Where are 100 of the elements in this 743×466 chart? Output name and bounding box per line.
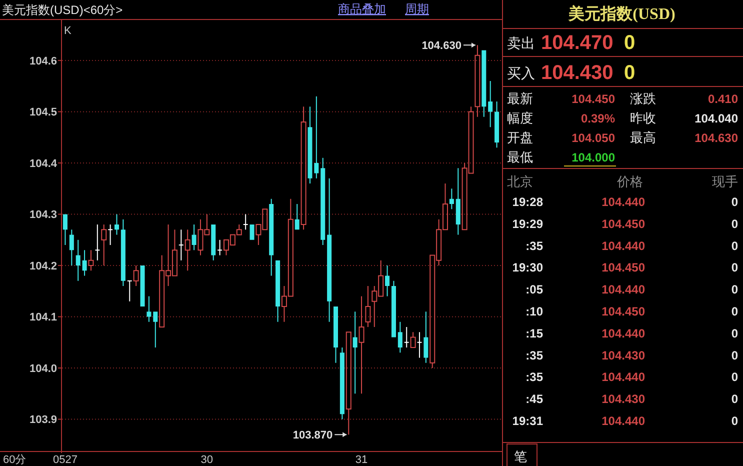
text: 0 [624,32,636,54]
x-tick-label: 31 [355,454,368,466]
text: 现手 [712,174,738,189]
candlestick [211,224,216,260]
text: 笔 [514,449,527,464]
candlestick [126,280,132,302]
candlestick [320,158,326,245]
text: 19:30 [512,260,544,275]
text: 0 [731,195,738,209]
candlestick [69,230,74,266]
candlestick [184,229,190,272]
text: 104.440 [602,195,646,209]
candlestick [474,44,480,118]
text: 19:28 [512,195,544,209]
candlestick [62,214,68,245]
text: 0 [731,260,738,275]
text: 价格 [616,174,643,189]
text: 104.440 [602,326,646,340]
candlestick [365,285,371,328]
candlestick [308,106,312,184]
candlestick [449,188,454,210]
text: 0 [731,216,738,231]
candlestick [76,240,80,281]
text: 19:29 [512,216,544,231]
text: 最低 [507,150,533,164]
y-tick-label: 103.9 [29,414,57,426]
candlestick [276,260,280,322]
candlestick [404,326,410,348]
chart-title: 美元指数(USD)<60分> [2,3,123,17]
x-tick-label: 0527 [52,454,78,466]
text: 卖出 [507,35,535,51]
candlestick [385,265,390,296]
text: :35 [526,238,544,253]
candlestick [114,214,120,235]
candlestick [250,224,254,240]
text: 0 [731,304,738,318]
text: 104.450 [602,304,646,318]
text: 60分 [3,454,26,466]
y-tick-label: 104.3 [29,209,57,222]
text: 北京 [507,174,533,189]
candlestick [88,250,94,272]
text: 104.050 [572,131,616,145]
text: 104.470 [541,32,614,54]
text: 104.440 [602,370,646,384]
text: :10 [526,304,544,318]
text: 开盘 [507,130,533,145]
candlestick [398,322,402,353]
y-tick-label: 104.1 [29,312,57,324]
text: 104.630 [694,131,738,145]
candlestick [178,229,184,261]
candlestick [94,224,100,261]
y-tick-label: 104.5 [29,106,57,119]
candlestick [192,224,196,250]
candlestick [153,312,158,348]
text: :15 [526,326,544,340]
candlestick [300,106,306,230]
text: 104.430 [602,348,646,362]
y-tick-label: 104.6 [29,55,57,68]
candlestick [333,306,338,363]
text: 商品叠加 [338,2,386,16]
text: 0 [731,238,738,253]
text: 0.410 [708,92,738,106]
text: 104.040 [694,112,738,126]
y-tick-label: 104.0 [29,362,57,375]
text: 0 [731,392,738,406]
text: 美元指数(USD) [568,4,676,23]
candlestick [140,265,145,306]
text: 0 [731,326,738,340]
text: :45 [526,392,544,406]
candlestick [294,204,300,230]
candlestick [242,214,248,230]
x-tick-label: 30 [200,454,214,466]
text: 104.440 [602,414,646,428]
text: 104.440 [602,238,646,253]
text: 最高 [630,130,656,145]
candlestick [482,50,486,117]
candlestick [416,332,422,358]
candlestick [352,312,358,394]
text: 0 [731,348,738,362]
candlestick [314,96,319,178]
candlestick [269,198,274,276]
annotation: 103.870 [292,430,333,442]
text: 0.39% [580,112,616,126]
text: 104.450 [572,92,616,106]
text: 104.450 [602,260,646,275]
text: 买入 [507,65,535,81]
candlestick [120,219,126,286]
candlestick [108,224,114,246]
candlestick [488,80,493,128]
text: 19:31 [512,414,544,428]
candlestick [456,168,460,235]
candlestick [346,332,352,436]
text: 104.450 [602,216,646,231]
candlestick [82,250,87,276]
annotation: 104.630 [422,40,462,52]
candlestick [101,224,107,266]
text: 涨跌 [630,91,656,106]
candlestick [410,332,416,348]
text: 0 [731,370,738,384]
candlestick [217,239,223,256]
